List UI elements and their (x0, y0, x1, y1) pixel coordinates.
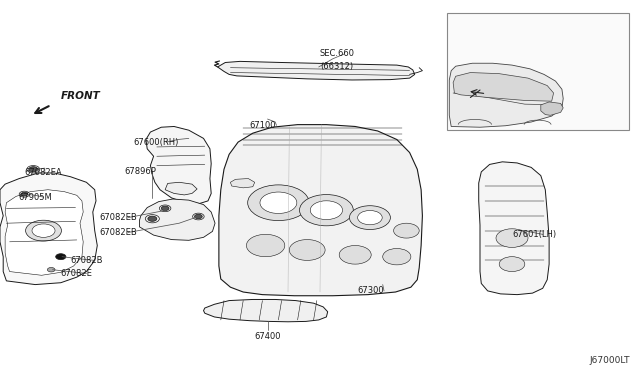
Polygon shape (449, 63, 563, 127)
Circle shape (394, 223, 419, 238)
Circle shape (248, 185, 309, 221)
Circle shape (26, 220, 61, 241)
Circle shape (161, 206, 169, 211)
Circle shape (29, 167, 38, 172)
Polygon shape (453, 73, 554, 101)
Text: 67082EB: 67082EB (99, 228, 137, 237)
Text: 67905M: 67905M (18, 193, 52, 202)
Circle shape (496, 229, 528, 247)
Text: 67082B: 67082B (70, 256, 103, 265)
Polygon shape (219, 125, 422, 296)
Circle shape (47, 267, 55, 272)
Circle shape (32, 224, 55, 237)
Polygon shape (165, 182, 197, 195)
Circle shape (260, 192, 297, 214)
Text: 67082E: 67082E (61, 269, 93, 278)
Circle shape (195, 214, 202, 219)
Polygon shape (230, 179, 255, 188)
Circle shape (339, 246, 371, 264)
Polygon shape (541, 102, 563, 115)
Text: 67082EB: 67082EB (99, 213, 137, 222)
Text: 67600(RH): 67600(RH) (133, 138, 179, 147)
Circle shape (300, 195, 353, 226)
Text: FRONT: FRONT (61, 91, 100, 101)
Polygon shape (0, 173, 97, 285)
Polygon shape (204, 299, 328, 322)
Polygon shape (218, 61, 415, 80)
Polygon shape (146, 126, 211, 203)
Circle shape (246, 234, 285, 257)
Text: SEC.660: SEC.660 (320, 49, 355, 58)
Text: (66312): (66312) (320, 62, 353, 71)
Polygon shape (5, 190, 83, 275)
Circle shape (148, 216, 157, 221)
Circle shape (310, 201, 342, 219)
Circle shape (358, 211, 382, 225)
Text: 67300: 67300 (357, 286, 384, 295)
Circle shape (21, 192, 28, 196)
Circle shape (499, 257, 525, 272)
FancyBboxPatch shape (447, 13, 629, 130)
Circle shape (289, 240, 325, 260)
Text: J67000LT: J67000LT (590, 356, 630, 365)
Text: 67100: 67100 (250, 121, 276, 130)
Polygon shape (479, 162, 549, 295)
Text: 67601(LH): 67601(LH) (512, 230, 556, 239)
Text: 67082EA: 67082EA (24, 169, 62, 177)
Circle shape (349, 206, 390, 230)
Circle shape (383, 248, 411, 265)
Text: 67896P: 67896P (125, 167, 157, 176)
Circle shape (56, 254, 66, 260)
Polygon shape (140, 199, 215, 240)
Text: 67400: 67400 (254, 332, 281, 341)
